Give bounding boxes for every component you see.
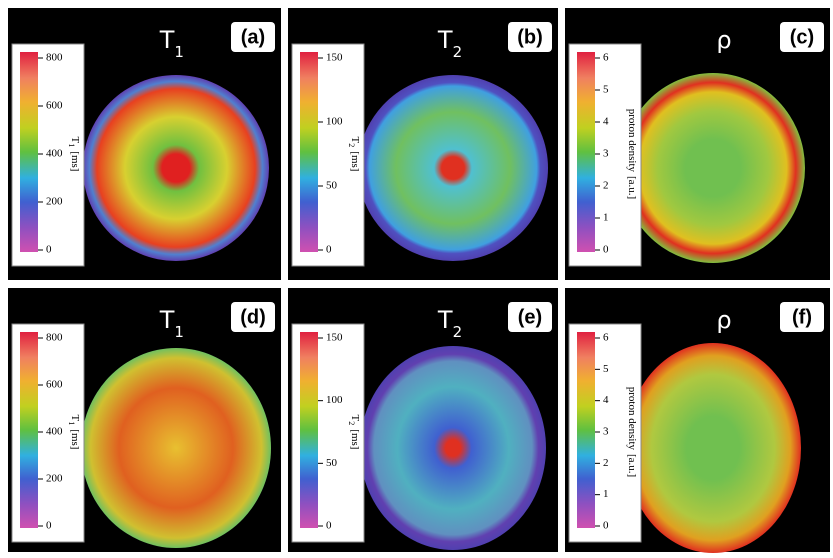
figure: T1(a)0200400600800T1[ms]T2(b)050100150T2…: [0, 0, 833, 558]
colorbar-tick-label: 3: [603, 148, 609, 160]
colorbar-tick-label: 5: [603, 363, 609, 375]
panel-label: (a): [241, 26, 265, 48]
map-image: [81, 348, 271, 548]
colorbar-tick-label: 1: [603, 212, 609, 224]
colorbar-tick-label: 1: [603, 488, 609, 500]
colorbar-strip: [20, 332, 38, 528]
colorbar-label-unit: [ms]: [349, 151, 361, 171]
colorbar-tick-label: 2: [603, 180, 609, 192]
colorbar-label-symbol: proton density: [626, 387, 638, 451]
title-subscript: 1: [174, 43, 184, 61]
colorbar-tick-label: 4: [603, 116, 609, 128]
colorbar-tick-label: 5: [603, 84, 609, 96]
title-subscript: 2: [453, 323, 463, 341]
colorbar-label: proton density [a.u.]: [626, 109, 638, 199]
colorbar-tick-label: 150: [326, 332, 343, 344]
colorbar-tick-label: 200: [46, 473, 63, 485]
title-subscript: 1: [174, 323, 184, 341]
colorbar-tick-label: 2: [603, 457, 609, 469]
panel-label: (c): [790, 26, 814, 48]
map-image: [360, 346, 546, 550]
colorbar-label: proton density [a.u.]: [626, 387, 638, 477]
title-symbol: T: [437, 306, 453, 334]
colorbar-label-subscript: 2: [347, 143, 356, 147]
title-symbol: T: [159, 26, 175, 54]
title-symbol: T: [437, 26, 453, 54]
colorbar-label-unit: [ms]: [69, 151, 81, 171]
colorbar-tick-label: 0: [603, 520, 609, 532]
colorbar-label-subscript: 2: [347, 421, 356, 425]
panel-label: (b): [517, 26, 543, 48]
colorbar-tick-label: 100: [326, 116, 343, 128]
colorbar-strip: [300, 332, 318, 528]
colorbar-strip: [300, 52, 318, 252]
colorbar-tick-label: 0: [326, 244, 332, 256]
colorbar-tick-label: 400: [46, 426, 63, 438]
colorbar-tick-label: 600: [46, 100, 63, 112]
colorbar-tick-label: 0: [603, 244, 609, 256]
colorbar-tick-label: 6: [603, 332, 609, 344]
title-subscript: 2: [453, 43, 463, 61]
panel-title: ρ: [716, 306, 731, 334]
colorbar-label-unit: [ms]: [69, 429, 81, 449]
colorbar-label-symbol: proton density: [626, 109, 638, 173]
colorbar-tick-label: 100: [326, 394, 343, 406]
colorbar-tick-label: 4: [603, 394, 609, 406]
colorbar-tick-label: 400: [46, 148, 63, 160]
map-image: [358, 75, 548, 261]
colorbar-tick-label: 0: [326, 520, 332, 532]
colorbar-label-subscript: 1: [67, 421, 76, 425]
colorbar-tick-label: 800: [46, 52, 63, 64]
map-image: [621, 73, 805, 263]
panels: T1(a)0200400600800T1[ms]T2(b)050100150T2…: [8, 8, 830, 553]
panel: ρ (c) 0 1 2 3 4 5 6 proton density [a.u.]: [565, 8, 830, 280]
colorbar-label-unit: [a.u.]: [626, 454, 638, 477]
colorbar-tick-label: 3: [603, 426, 609, 438]
title-symbol: T: [159, 306, 175, 334]
colorbar-tick-label: 150: [326, 52, 343, 64]
colorbar-tick-label: 600: [46, 379, 63, 391]
colorbar-label-unit: [a.u.]: [626, 176, 638, 199]
colorbar-tick-label: 0: [46, 244, 52, 256]
colorbar-tick-label: 50: [326, 457, 338, 469]
colorbar-label-subscript: 1: [67, 143, 76, 147]
colorbar-tick-label: 50: [326, 180, 338, 192]
title-symbol: ρ: [716, 26, 731, 54]
colorbar: 0 1 2 3 4 5 6 proton density [a.u.]: [569, 324, 641, 542]
panel-label: (f): [792, 306, 812, 328]
map-image: [83, 75, 269, 261]
colorbar-tick-label: 6: [603, 52, 609, 64]
colorbar-tick-label: 200: [46, 196, 63, 208]
panel-label: (e): [518, 306, 542, 328]
panel-title: ρ: [716, 26, 731, 54]
colorbar-strip: [20, 52, 38, 252]
colorbar-tick-label: 800: [46, 332, 63, 344]
colorbar-strip: [577, 52, 595, 252]
panel-label: (d): [240, 306, 266, 328]
panel: ρ (f) 0 1 2 3 4 5 6 proton density [a.u.]: [565, 288, 830, 553]
colorbar-label-unit: [ms]: [349, 429, 361, 449]
map-image: [625, 343, 801, 553]
colorbar-tick-label: 0: [46, 520, 52, 532]
colorbar-strip: [577, 332, 595, 528]
title-symbol: ρ: [716, 306, 731, 334]
colorbar: 0 1 2 3 4 5 6 proton density [a.u.]: [569, 44, 641, 266]
